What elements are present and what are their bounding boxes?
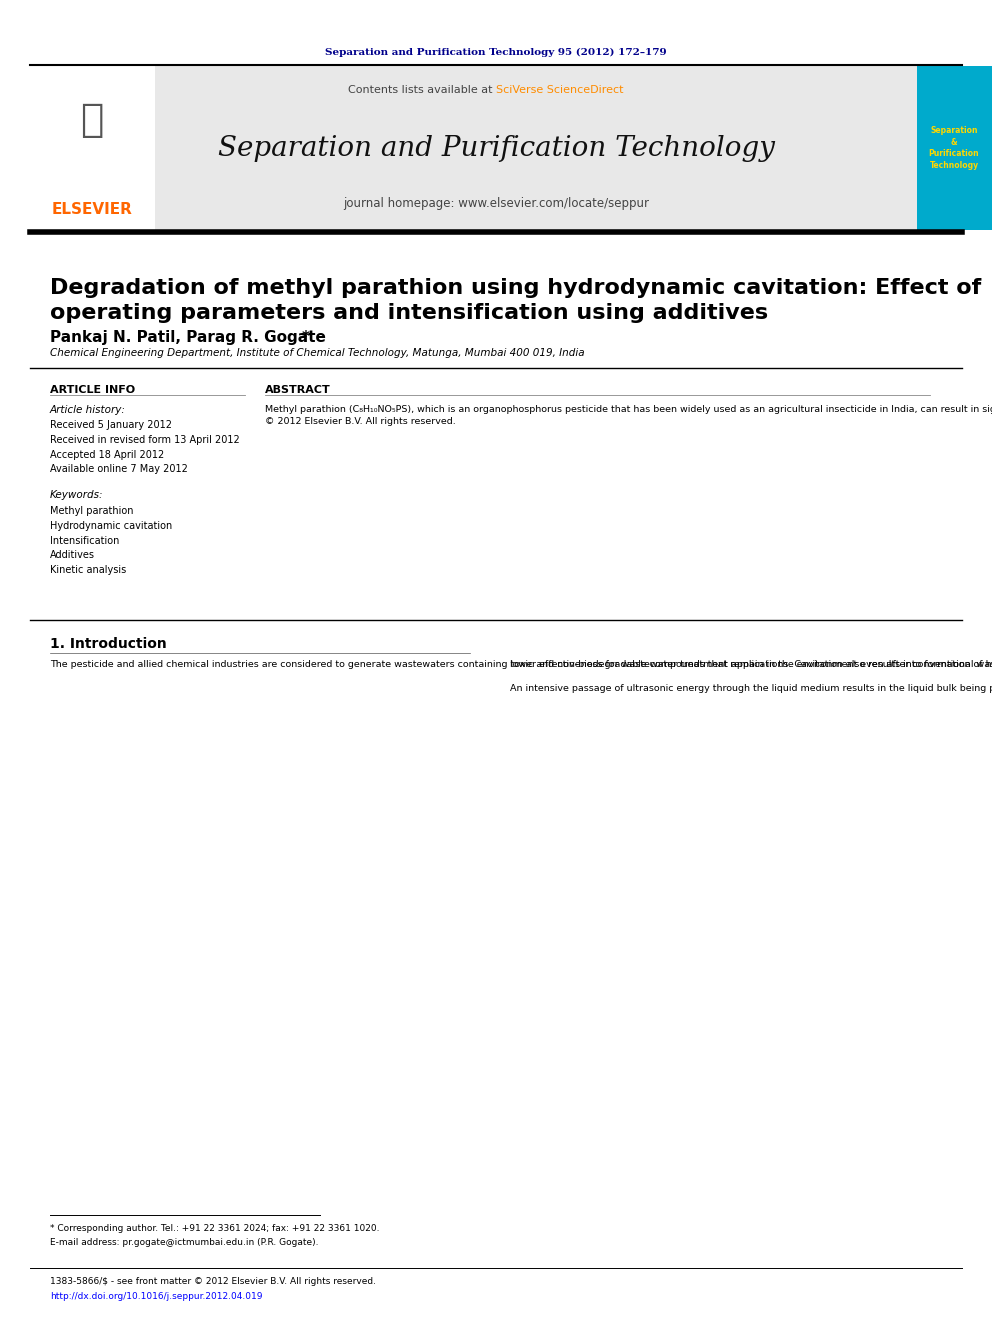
Text: ABSTRACT: ABSTRACT [265, 385, 330, 396]
Text: 1. Introduction: 1. Introduction [50, 636, 167, 651]
Text: journal homepage: www.elsevier.com/locate/seppur: journal homepage: www.elsevier.com/locat… [343, 197, 649, 209]
Text: 🌳: 🌳 [80, 101, 104, 139]
FancyBboxPatch shape [917, 66, 992, 230]
Text: Separation
&
Purification
Technology: Separation & Purification Technology [929, 126, 979, 171]
Text: The pesticide and allied chemical industries are considered to generate wastewat: The pesticide and allied chemical indust… [50, 660, 992, 669]
Text: ARTICLE INFO: ARTICLE INFO [50, 385, 135, 396]
Text: Received 5 January 2012
Received in revised form 13 April 2012
Accepted 18 April: Received 5 January 2012 Received in revi… [50, 419, 240, 475]
Text: Separation and Purification Technology: Separation and Purification Technology [217, 135, 775, 161]
Text: * Corresponding author. Tel.: +91 22 3361 2024; fax: +91 22 3361 1020.: * Corresponding author. Tel.: +91 22 336… [50, 1224, 380, 1233]
Text: Contents lists available at: Contents lists available at [348, 85, 496, 95]
Text: Pankaj N. Patil, Parag R. Gogate: Pankaj N. Patil, Parag R. Gogate [50, 329, 331, 345]
Text: Methyl parathion
Hydrodynamic cavitation
Intensification
Additives
Kinetic analy: Methyl parathion Hydrodynamic cavitation… [50, 505, 173, 576]
Text: ELSEVIER: ELSEVIER [52, 202, 133, 217]
Text: http://dx.doi.org/10.1016/j.seppur.2012.04.019: http://dx.doi.org/10.1016/j.seppur.2012.… [50, 1293, 263, 1301]
Text: Keywords:: Keywords: [50, 490, 103, 500]
FancyBboxPatch shape [155, 66, 917, 230]
Text: Chemical Engineering Department, Institute of Chemical Technology, Matunga, Mumb: Chemical Engineering Department, Institu… [50, 348, 584, 359]
Text: Separation and Purification Technology 95 (2012) 172–179: Separation and Purification Technology 9… [325, 48, 667, 57]
Text: E-mail address: pr.gogate@ictmumbai.edu.in (P.R. Gogate).: E-mail address: pr.gogate@ictmumbai.edu.… [50, 1238, 318, 1248]
Text: Article history:: Article history: [50, 405, 126, 415]
Text: 1383-5866/$ - see front matter © 2012 Elsevier B.V. All rights reserved.: 1383-5866/$ - see front matter © 2012 El… [50, 1277, 376, 1286]
Text: *: * [302, 329, 310, 345]
FancyBboxPatch shape [30, 66, 155, 230]
Text: Methyl parathion (C₈H₁₀NO₅PS), which is an organophosphorus pesticide that has b: Methyl parathion (C₈H₁₀NO₅PS), which is … [265, 405, 992, 426]
Text: Degradation of methyl parathion using hydrodynamic cavitation: Effect of
operati: Degradation of methyl parathion using hy… [50, 278, 981, 323]
Text: lower effectiveness for wastewater treatment applications. Cavitation also resul: lower effectiveness for wastewater treat… [510, 660, 992, 693]
Text: SciVerse ScienceDirect: SciVerse ScienceDirect [496, 85, 624, 95]
